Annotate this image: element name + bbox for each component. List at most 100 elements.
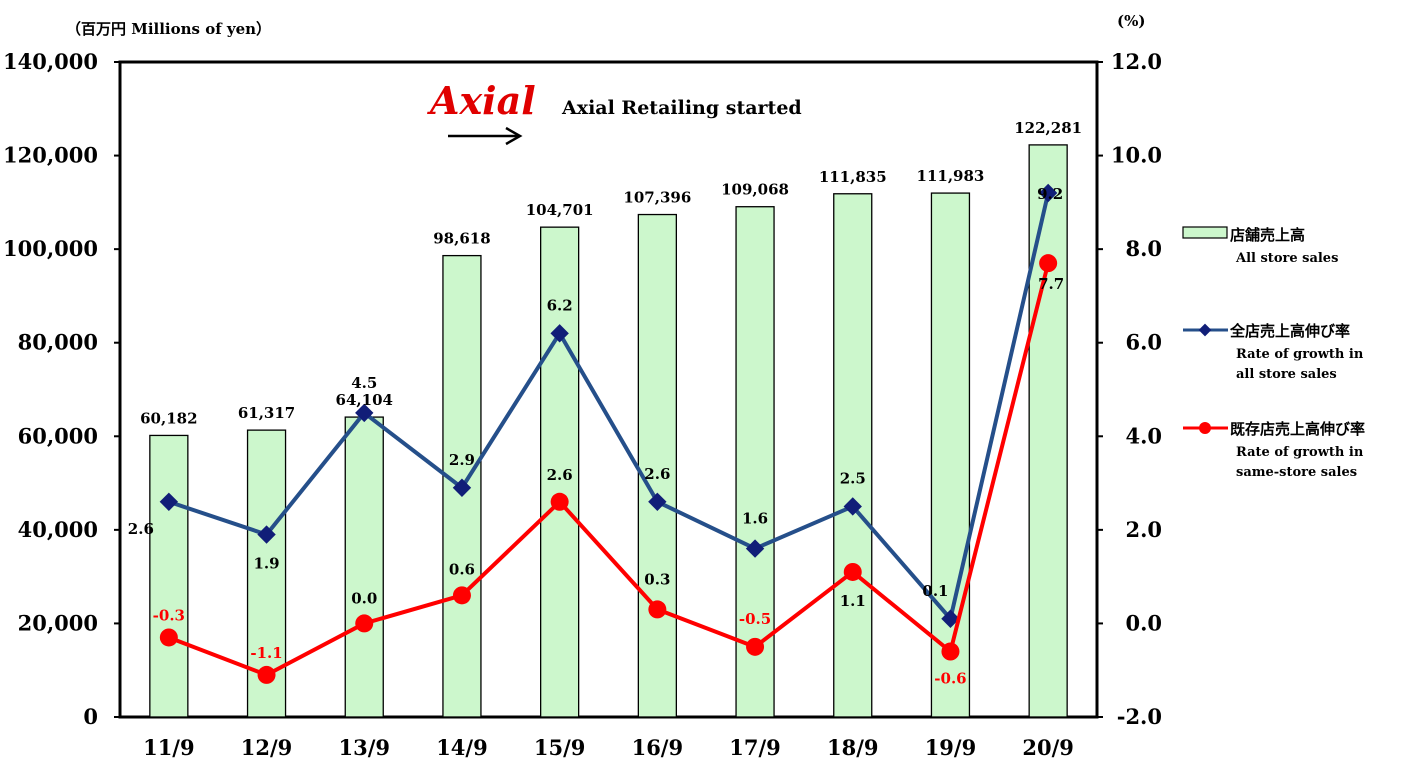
bar-value-label: 111,835	[819, 168, 887, 186]
bar-value-label: 109,068	[721, 181, 789, 199]
left-tick-label: 80,000	[18, 330, 98, 355]
same-growth-point	[941, 642, 960, 661]
same-growth-label: -0.3	[153, 606, 185, 624]
legend-all-en1: Rate of growth in	[1236, 347, 1364, 362]
all-growth-label: 2.6	[644, 465, 670, 483]
same-growth-point	[843, 562, 862, 581]
right-tick-label: 2.0	[1125, 517, 1162, 542]
all-growth-point	[257, 525, 276, 544]
all-growth-point	[941, 609, 960, 628]
same-growth-label: 7.7	[1038, 275, 1064, 293]
x-tick-label: 14/9	[436, 735, 488, 760]
x-tick-label: 20/9	[1022, 735, 1074, 760]
same-growth-label: 0.0	[351, 589, 377, 607]
right-tick-label: 6.0	[1125, 330, 1162, 355]
same-growth-point	[550, 492, 569, 511]
right-axis-unit: (%)	[1117, 12, 1145, 30]
left-tick-label: 100,000	[3, 236, 98, 261]
same-growth-label: 2.6	[547, 466, 573, 484]
x-tick-label: 16/9	[632, 735, 684, 760]
legend-item-all-growth: 全店売上高伸び率 Rate of growth in all store sal…	[1183, 322, 1364, 382]
legend-item-same-growth: 既存店売上高伸び率 Rate of growth in same-store s…	[1183, 420, 1365, 480]
arrow-icon	[448, 126, 523, 146]
x-tick-label: 17/9	[729, 735, 781, 760]
bar-store-sales	[149, 434, 189, 718]
left-tick-label: 0	[83, 704, 98, 729]
same-growth-point	[1039, 254, 1058, 273]
bar-value-label: 60,182	[140, 409, 197, 427]
same-growth-point	[257, 665, 276, 684]
same-growth-label: -0.5	[739, 610, 771, 628]
bar-value-label: 104,701	[526, 201, 594, 219]
same-growth-label: -1.1	[250, 644, 282, 662]
bar-value-label: 61,317	[238, 404, 295, 422]
same-growth-point	[452, 586, 471, 605]
x-tick-label: 19/9	[925, 735, 977, 760]
bar-store-sales	[637, 213, 677, 718]
legend-all-en2: all store sales	[1236, 367, 1337, 382]
bar-value-label: 111,983	[917, 167, 985, 185]
all-growth-label: 2.6	[128, 520, 154, 538]
all-growth-point	[550, 324, 569, 343]
bar-store-sales	[540, 226, 580, 718]
all-growth-line	[168, 192, 1051, 621]
x-tick-label: 12/9	[241, 735, 293, 760]
legend-all-marker	[1198, 323, 1212, 337]
same-growth-label: 0.3	[644, 570, 670, 588]
legend-same-marker	[1199, 422, 1211, 434]
all-growth-label: 6.2	[547, 296, 573, 314]
legend: 店舗売上高 All store sales 全店売上高伸び率 Rate of g…	[1182, 226, 1365, 480]
legend-item-store-sales: 店舗売上高 All store sales	[1182, 226, 1338, 266]
x-tick-label: 13/9	[338, 735, 390, 760]
same-growth-point	[648, 600, 667, 619]
same-growth-point	[159, 628, 178, 647]
legend-same-en1: Rate of growth in	[1236, 445, 1364, 460]
all-growth-label: 2.5	[840, 469, 866, 487]
bar-value-label: 122,281	[1014, 119, 1082, 137]
all-growth-point	[648, 492, 667, 511]
bar-store-sales	[833, 193, 873, 718]
data-labels: 60,182 61,317 64,104 98,618 104,701 107,396 10…	[128, 119, 1082, 688]
left-tick-label: 20,000	[18, 610, 98, 635]
axial-logo: Axial	[427, 78, 536, 123]
legend-same-en2: same-store sales	[1236, 465, 1357, 480]
axial-annotation: Axial Axial Retailing started	[427, 78, 802, 146]
all-growth-point	[355, 403, 374, 423]
left-axis-unit: （百万円 Millions of yen）	[66, 20, 271, 38]
right-tick-label: 10.0	[1111, 143, 1162, 168]
all-growth-label: 0.1	[922, 582, 948, 600]
right-tick-label: 12.0	[1111, 49, 1162, 74]
same-growth-point	[746, 637, 765, 656]
x-tick-label: 11/9	[143, 735, 195, 760]
left-tick-label: 60,000	[18, 423, 98, 448]
bar-series	[149, 144, 1068, 718]
legend-all-ja: 全店売上高伸び率	[1229, 322, 1350, 340]
annotation-text: Axial Retailing started	[561, 97, 802, 119]
all-growth-point	[843, 497, 862, 516]
left-tick-label: 140,000	[3, 49, 98, 74]
all-growth-point	[452, 478, 472, 497]
bar-store-sales	[930, 192, 971, 718]
same-growth-label: -0.6	[934, 670, 966, 688]
bar-store-sales	[1028, 144, 1068, 718]
right-tick-label: 0.0	[1125, 610, 1162, 635]
legend-same-ja: 既存店売上高伸び率	[1230, 420, 1365, 438]
bar-store-sales	[344, 416, 384, 718]
all-growth-point	[1038, 183, 1058, 203]
bar-value-label: 107,396	[623, 189, 691, 207]
same-growth-label: 0.6	[449, 560, 475, 578]
right-tick-label: -2.0	[1117, 704, 1162, 729]
all-growth-label: 1.6	[742, 510, 768, 528]
all-growth-label: 9.2	[1037, 185, 1063, 203]
bar-value-label: 98,618	[433, 230, 490, 248]
x-tick-label: 18/9	[827, 735, 879, 760]
legend-bar-swatch	[1182, 226, 1228, 239]
legend-bar-en: All store sales	[1235, 251, 1338, 266]
bar-value-label: 64,104	[336, 391, 393, 409]
right-tick-label: 8.0	[1125, 236, 1162, 261]
x-tick-label: 15/9	[534, 735, 586, 760]
axes: （百万円 Millions of yen） (%) 0 20,000 40,000 6…	[3, 12, 1162, 760]
same-growth-line	[168, 262, 1051, 677]
all-growth-point	[745, 539, 765, 558]
line-series	[159, 183, 1058, 684]
